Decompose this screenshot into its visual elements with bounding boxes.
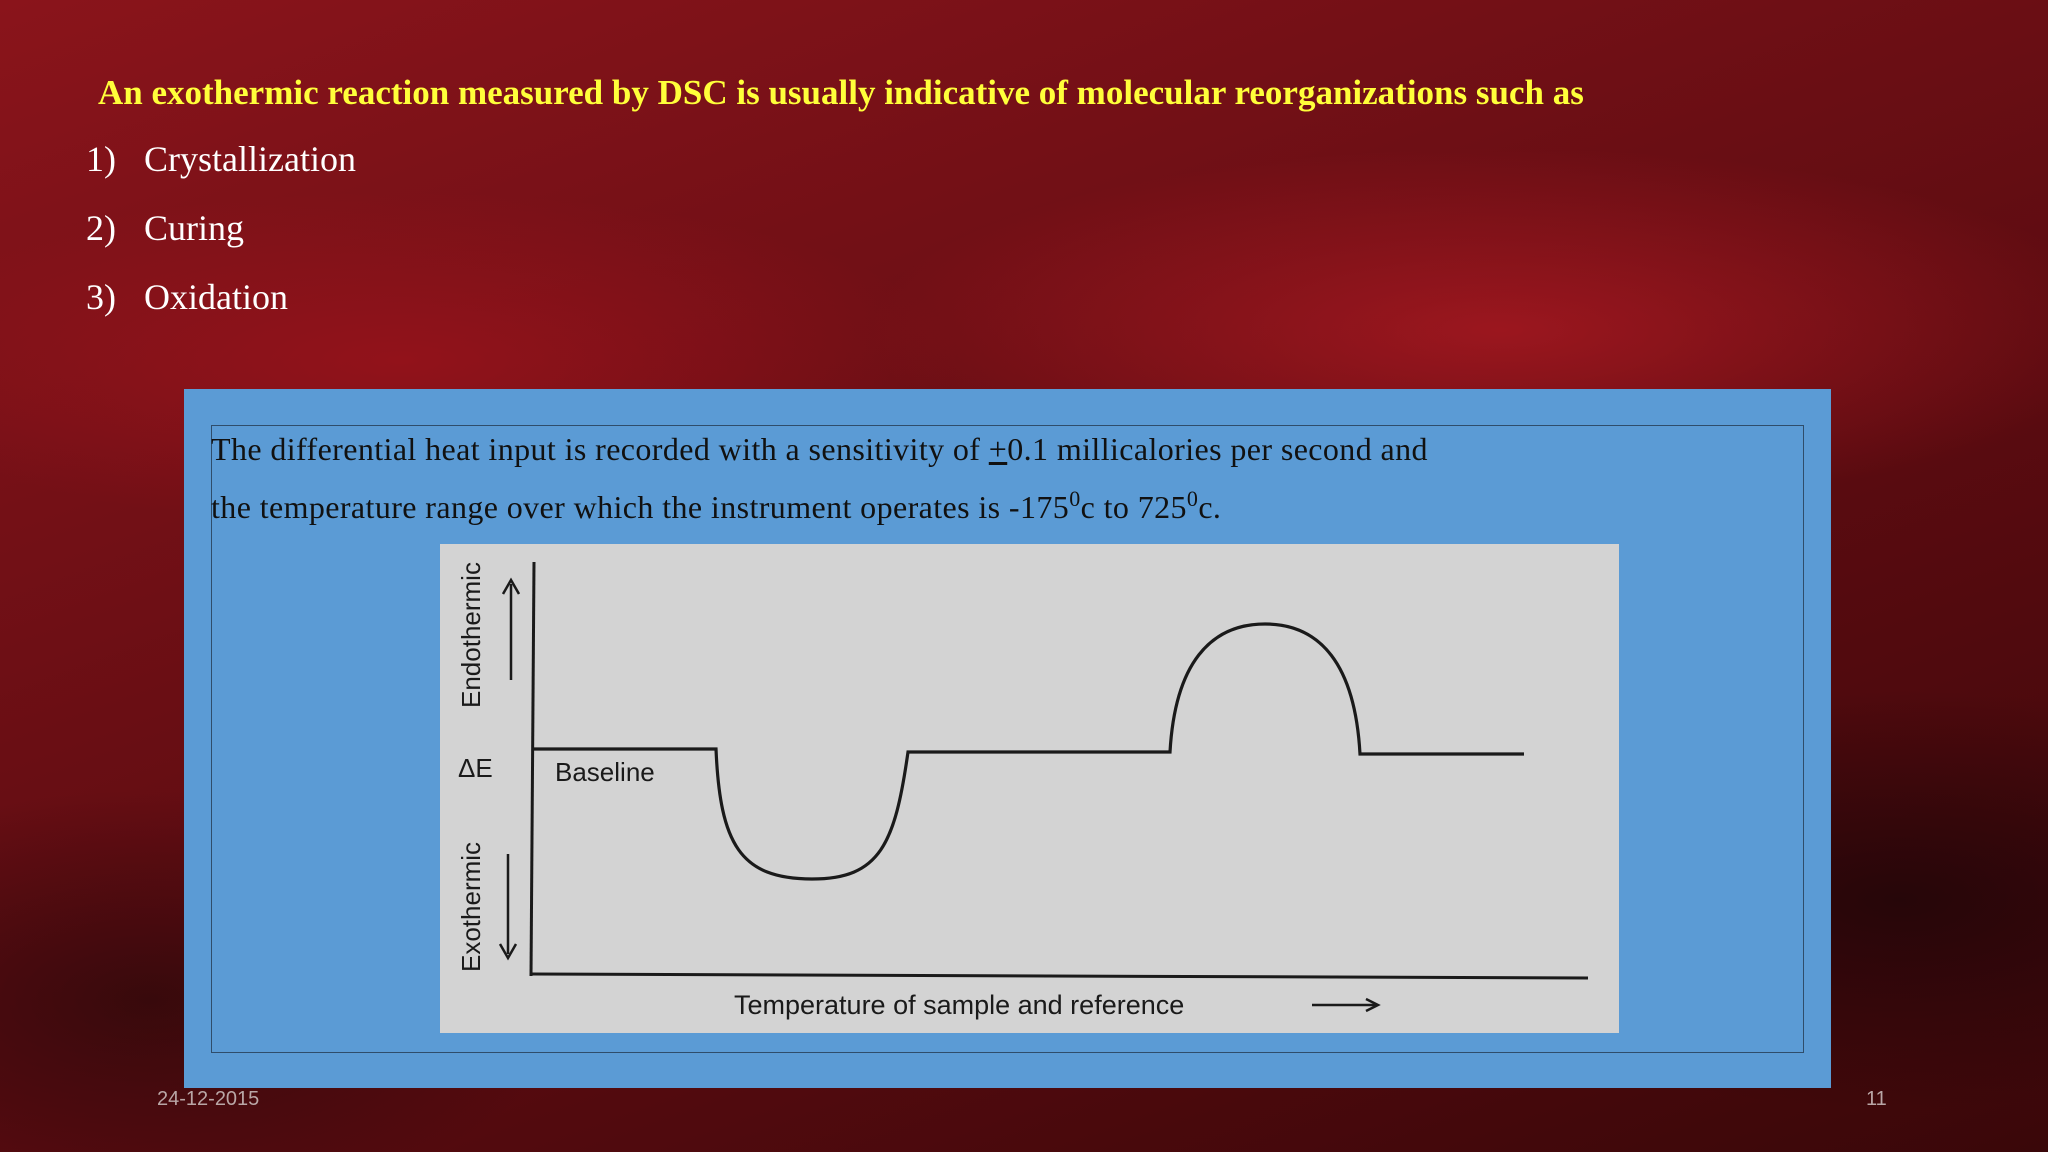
slide-heading: An exothermic reaction measured by DSC i… <box>98 73 1584 112</box>
exothermic-arrowhead <box>498 943 518 961</box>
panel-text-part: c. <box>1198 489 1222 525</box>
x-axis-label: Temperature of sample and reference <box>734 990 1184 1020</box>
degree-superscript: 0 <box>1069 486 1081 511</box>
list-item: 1) Crystallization <box>86 136 356 205</box>
y-axis <box>529 561 536 977</box>
degree-superscript: 0 <box>1186 486 1199 511</box>
info-panel-border <box>211 425 1804 1053</box>
panel-text-part: c to 725 <box>1080 489 1187 525</box>
dsc-thermogram-svg: Endothermic Exothermic ΔE Baseline Tempe… <box>456 561 1589 1020</box>
list-number: 1) <box>86 139 116 179</box>
list-number: 3) <box>86 277 116 317</box>
dsc-curve <box>532 622 1524 881</box>
list-text: Oxidation <box>144 277 288 317</box>
plus-minus-sign: + <box>988 431 1008 467</box>
panel-line-2: the temperature range over which the ins… <box>211 478 1811 536</box>
list-item: 3) Oxidation <box>86 274 356 343</box>
x-label-arrowhead <box>1365 997 1381 1013</box>
panel-description: The differential heat input is recorded … <box>211 420 1811 536</box>
panel-text-part: the temperature range over which the ins… <box>211 489 1070 525</box>
reaction-list: 1) Crystallization 2) Curing 3) Oxidation <box>86 136 356 343</box>
panel-line-1: The differential heat input is recorded … <box>211 420 1811 478</box>
list-item: 2) Curing <box>86 205 356 274</box>
dsc-thermogram-figure: Endothermic Exothermic ΔE Baseline Tempe… <box>440 544 1619 1033</box>
list-number: 2) <box>86 208 116 248</box>
endothermic-label: Endothermic <box>456 562 486 708</box>
baseline-label: Baseline <box>555 757 655 787</box>
delta-e-label: ΔE <box>458 753 493 783</box>
exothermic-label: Exothermic <box>456 842 486 972</box>
x-axis <box>530 972 1589 980</box>
footer-date: 24-12-2015 <box>157 1088 260 1110</box>
page-number: 11 <box>1866 1088 1887 1110</box>
list-text: Curing <box>144 208 245 248</box>
panel-text-part: The differential heat input is recorded … <box>211 431 989 467</box>
panel-text-part: 0.1 millicalories per second and <box>1007 431 1428 467</box>
endothermic-arrowhead <box>501 577 521 595</box>
list-text: Crystallization <box>144 139 356 179</box>
